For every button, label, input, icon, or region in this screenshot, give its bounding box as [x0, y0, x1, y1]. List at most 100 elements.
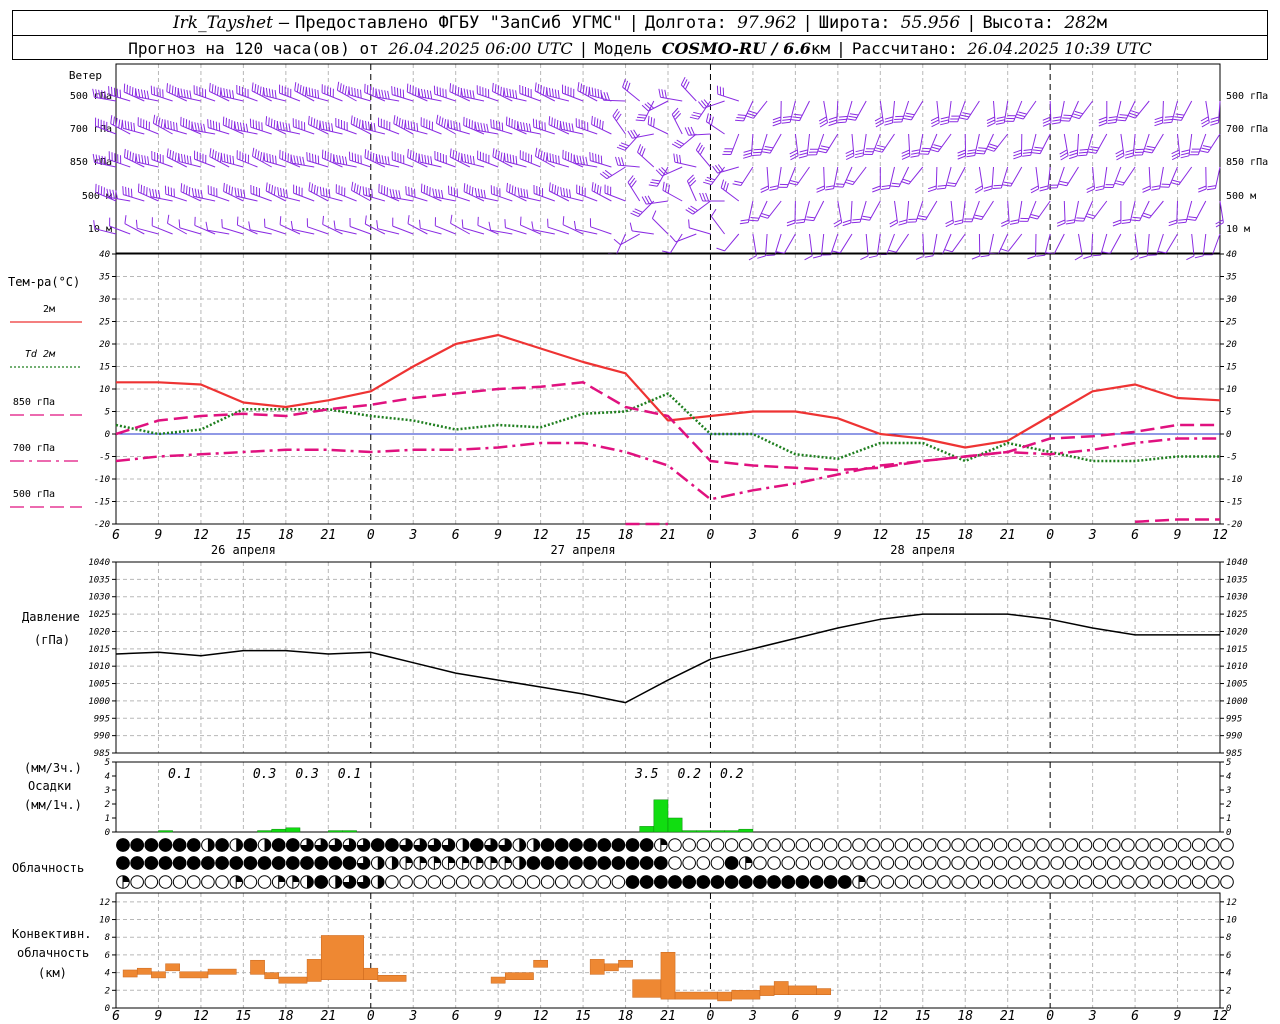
convective-bar	[207, 968, 237, 975]
hour-tick-label-bottom: 0	[367, 1009, 375, 1024]
cloud-fill	[625, 856, 640, 870]
wind-barb	[95, 183, 117, 202]
wind-barb	[786, 200, 796, 227]
wind-barb	[1045, 233, 1065, 255]
hour-tick-label: 0	[367, 528, 375, 543]
y-tick-label: 995	[94, 714, 110, 724]
cloud-fill	[809, 875, 824, 889]
cloud-symbol	[767, 856, 781, 870]
cloud-fill	[519, 838, 526, 852]
wind-barb	[1085, 200, 1108, 220]
wind-barb	[178, 219, 202, 235]
wind-barb	[845, 133, 855, 161]
y-tick-label-right: 985	[1226, 749, 1242, 759]
cloud-symbol	[1135, 856, 1149, 870]
cloud-fill	[540, 838, 555, 852]
wind-barb	[95, 117, 117, 135]
hour-tick-label-bottom: 21	[660, 1009, 676, 1024]
wind-barb	[917, 200, 938, 221]
wind-barb	[1056, 200, 1066, 227]
wind-barb	[562, 84, 584, 102]
hour-tick-label-bottom: 0	[707, 1009, 715, 1024]
cloud-symbol	[1135, 838, 1149, 852]
wind-barb	[795, 200, 810, 224]
cloud-symbol	[880, 875, 895, 889]
hour-tick-label: 3	[748, 528, 757, 543]
wind-barb	[900, 166, 924, 185]
precip-bar	[257, 830, 272, 833]
wind-barb	[378, 117, 400, 135]
wind-barb	[1075, 200, 1094, 222]
cloud-symbol	[852, 838, 866, 852]
wind-barb	[1154, 100, 1164, 127]
hour-tick-label: 15	[915, 528, 931, 543]
y-tick-label: 20	[99, 340, 110, 350]
cloud-fill	[767, 875, 781, 889]
cloud-symbol	[965, 838, 980, 852]
wind-barb	[519, 84, 541, 102]
y-tick-label-right: 5	[1226, 408, 1231, 418]
temperature-title: Тем-ра(°С)	[8, 275, 80, 289]
cloud-fill	[144, 838, 159, 852]
wind-barb	[1022, 133, 1037, 157]
header-row-forecast: Прогноз на 120 часа(ов) от 26.04.2025 06…	[13, 36, 1267, 60]
precip-bar	[724, 830, 740, 833]
y-tick-label: 1025	[88, 610, 110, 620]
wind-barb	[110, 115, 131, 135]
wind-barb	[898, 200, 910, 226]
cloud-symbol	[1007, 856, 1022, 870]
cloud-symbol	[1191, 838, 1206, 852]
y-tick-label-right: 6	[1226, 951, 1231, 961]
cloud-symbol	[1220, 875, 1234, 889]
y-tick-label-right: 1005	[1226, 680, 1248, 690]
cloud-symbol	[1220, 856, 1234, 870]
wind-barb	[276, 120, 301, 135]
wind-barb	[1101, 233, 1122, 254]
cloud-fill	[377, 856, 385, 870]
cloud-fill	[505, 856, 512, 863]
wind-barb	[641, 100, 669, 112]
wind-barb	[108, 151, 131, 168]
cloud-symbol	[710, 838, 725, 852]
wind-barb	[1171, 133, 1181, 161]
wind-barb	[760, 166, 770, 193]
wind-barb	[92, 88, 117, 102]
cloud-fill	[625, 838, 640, 852]
y-tick-label-right: 10	[1226, 385, 1237, 395]
wind-barb	[265, 182, 287, 202]
cloud-fill	[264, 838, 271, 852]
convective-bar	[250, 959, 265, 975]
model-label: Модель	[594, 38, 653, 58]
wind-barb	[106, 188, 131, 202]
cloud-symbol	[201, 875, 215, 889]
wind-barb	[263, 87, 286, 102]
wind-barb	[851, 200, 867, 224]
cloud-fill	[158, 838, 173, 852]
hour-tick-label-bottom: 3	[748, 1009, 757, 1024]
cloud-fill	[370, 838, 385, 852]
wind-barb	[1148, 233, 1164, 256]
wind-barb	[1121, 200, 1136, 224]
cloud-symbol	[753, 838, 767, 852]
y-tick-label: 15	[99, 363, 110, 373]
convective-bar	[320, 935, 364, 980]
legend-label: 850 гПа	[13, 397, 55, 408]
cloud-symbol	[1036, 875, 1050, 889]
cloud-symbol	[512, 875, 527, 889]
y-tick-label-right: -20	[1226, 520, 1242, 530]
wind-barb	[548, 182, 570, 202]
hour-tick-label: 12	[533, 528, 549, 543]
provider-text: Предоставлено ФГБУ "ЗапСиб УГМС"	[295, 13, 623, 33]
wind-barb	[506, 182, 527, 202]
wind-barb	[1059, 133, 1069, 161]
wind-barb	[447, 119, 470, 135]
wind-barb	[336, 81, 357, 102]
cloud-symbol	[908, 875, 923, 889]
hour-tick-label-bottom: 3	[1088, 1009, 1097, 1024]
wind-barb	[322, 215, 343, 235]
wind-barb	[1074, 233, 1083, 261]
cloud-fill	[583, 856, 597, 870]
cloud-symbol	[922, 856, 937, 870]
wind-barb	[669, 233, 697, 243]
header-dash: —	[278, 13, 290, 33]
